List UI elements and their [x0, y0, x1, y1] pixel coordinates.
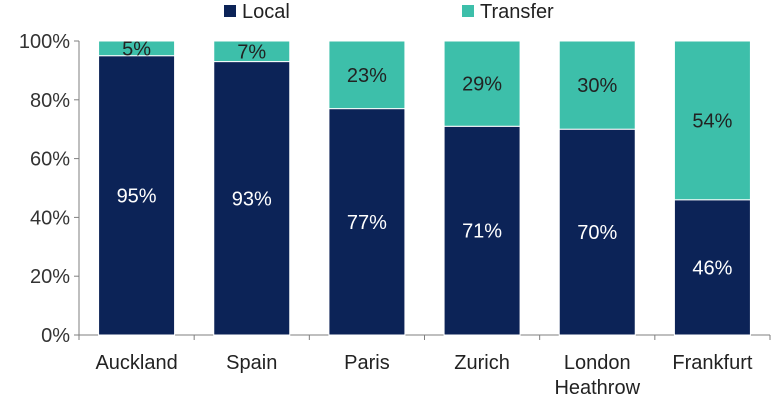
- x-tick-label: Zurich: [454, 352, 510, 374]
- x-tick-label: Auckland: [95, 352, 177, 374]
- bar-transfer-frankfurt: [673, 40, 751, 201]
- x-tick-label-line: Heathrow: [554, 377, 640, 399]
- data-label-local: 95%: [117, 185, 157, 207]
- x-tick-label-line: Zurich: [454, 352, 510, 374]
- bar-local-london-heathrow: [558, 128, 636, 336]
- y-tick-label: 20%: [30, 266, 70, 288]
- legend-swatch-local: [224, 5, 236, 17]
- y-tick-label: 0%: [41, 325, 70, 347]
- data-label-transfer: 54%: [692, 110, 732, 132]
- bar-transfer-paris: [328, 40, 406, 110]
- bar-local-auckland: [98, 55, 176, 336]
- x-tick-label: Frankfurt: [672, 352, 752, 374]
- bar-local-zurich: [443, 125, 521, 336]
- legend-label-local: Local: [242, 1, 290, 23]
- y-tick-label: 40%: [30, 207, 70, 229]
- bar-local-frankfurt: [673, 199, 751, 336]
- data-label-transfer: 30%: [577, 75, 617, 97]
- bar-local-paris: [328, 108, 406, 336]
- y-tick-label: 60%: [30, 149, 70, 171]
- data-label-local: 93%: [232, 188, 272, 210]
- x-tick-label: Spain: [226, 352, 277, 374]
- x-tick-label-line: London: [564, 352, 631, 374]
- data-label-transfer: 7%: [237, 41, 266, 63]
- y-tick-label: 80%: [30, 90, 70, 112]
- x-tick-label-line: Paris: [344, 352, 390, 374]
- x-tick-label: Paris: [344, 352, 390, 374]
- bar-transfer-spain: [213, 40, 291, 63]
- data-label-transfer: 23%: [347, 65, 387, 87]
- data-label-transfer: 29%: [462, 74, 502, 96]
- data-label-local: 70%: [577, 222, 617, 244]
- bar-transfer-zurich: [443, 40, 521, 127]
- x-tick-label-line: Frankfurt: [672, 352, 752, 374]
- bar-transfer-london-heathrow: [558, 40, 636, 130]
- data-label-local: 71%: [462, 221, 502, 243]
- bar-transfer-auckland: [98, 40, 176, 57]
- data-label-local: 77%: [347, 212, 387, 234]
- data-label-transfer: 5%: [122, 38, 151, 60]
- data-label-local: 46%: [692, 257, 732, 279]
- x-tick-label-line: Auckland: [95, 352, 177, 374]
- legend-label-transfer: Transfer: [480, 1, 554, 23]
- legend-swatch-transfer: [462, 5, 474, 17]
- x-tick-label: London Heathrow: [554, 352, 640, 399]
- x-tick-label-line: Spain: [226, 352, 277, 374]
- y-tick-label: 100%: [19, 31, 70, 53]
